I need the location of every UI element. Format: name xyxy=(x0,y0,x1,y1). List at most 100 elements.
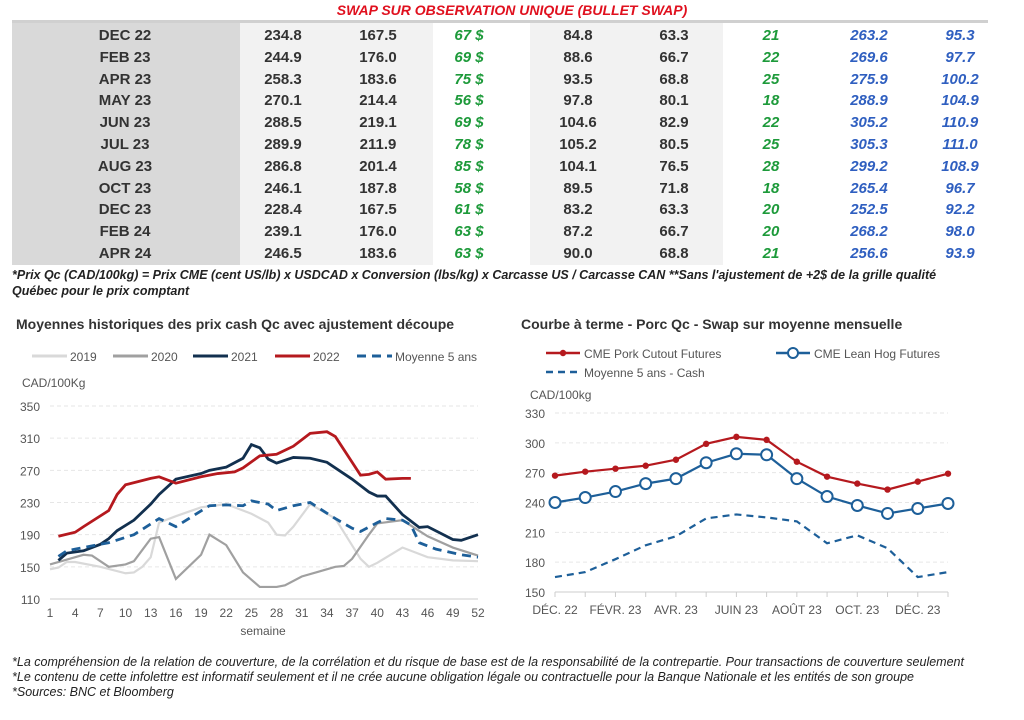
cell: 63 $ xyxy=(454,245,484,262)
data-point xyxy=(881,506,895,520)
y-axis-label: CAD/100kg xyxy=(530,388,591,402)
table-row: AUG 23 286.8 201.4 85 $ 104.1 76.5 28 299.2 108.… xyxy=(12,156,988,178)
data-point xyxy=(639,477,653,491)
x-tick-label: 13 xyxy=(144,606,158,620)
disclaimer-3: *Sources: BNC et Bloomberg xyxy=(12,685,174,699)
cell: 105.2 xyxy=(559,136,597,153)
chart-title-right: Courbe à terme - Porc Qc - Swap sur moye… xyxy=(521,316,903,332)
footnote: *Prix Qc (CAD/100kg) = Prix CME (cent US… xyxy=(12,268,937,298)
x-tick-label: 1 xyxy=(47,606,54,620)
cell: 28 xyxy=(762,157,780,175)
cell: 246.1 xyxy=(264,179,302,197)
x-tick-label: DÉC. 23 xyxy=(895,602,941,617)
data-point xyxy=(790,472,804,486)
row-label: AUG 23 xyxy=(97,157,153,175)
x-tick-label: 25 xyxy=(245,606,259,620)
cell: 269.6 xyxy=(850,48,888,66)
x-tick-label: AVR. 23 xyxy=(654,603,698,617)
cell: 167.5 xyxy=(359,27,397,44)
column-group-bg xyxy=(240,23,433,265)
cell: 82.9 xyxy=(659,114,689,132)
data-point xyxy=(944,470,952,477)
table-row: DEC 23 228.4 167.5 61 $ 83.2 63.3 20 252.5 92.2 xyxy=(12,199,988,221)
x-tick-label: AOÛT 23 xyxy=(772,602,822,617)
y-tick-label: 270 xyxy=(525,467,545,481)
x-tick-label: 37 xyxy=(345,606,359,620)
data-point xyxy=(672,456,680,463)
legend-label: CME Lean Hog Futures xyxy=(814,347,940,361)
cell: 68.8 xyxy=(659,70,689,88)
cell: 93.9 xyxy=(945,245,975,262)
row-label: JUN 23 xyxy=(99,114,151,132)
x-tick-label: 49 xyxy=(446,606,460,620)
cell: 21 xyxy=(762,245,780,262)
x-tick-label: 43 xyxy=(396,606,410,620)
cell: 289.9 xyxy=(264,136,302,153)
data-point xyxy=(760,448,774,462)
swap-table: DEC 22 234.8 167.5 67 $ 84.8 63.3 21 263.2 95.3 F… xyxy=(12,20,988,265)
cell: 110.9 xyxy=(941,114,979,132)
cell: 275.9 xyxy=(850,70,888,88)
table-row: JUN 23 288.5 219.1 69 $ 104.6 82.9 22 305.2 110.… xyxy=(12,112,988,134)
cell: 265.4 xyxy=(850,179,888,197)
cell: 211.9 xyxy=(359,136,397,153)
legend-label: 2021 xyxy=(231,350,258,364)
disclaimers: *La compréhension de la relation de couv… xyxy=(12,655,964,700)
y-tick-label: 270 xyxy=(20,464,40,478)
x-tick-label: 40 xyxy=(371,606,385,620)
data-point xyxy=(548,496,562,509)
cell: 286.8 xyxy=(264,157,302,175)
row-label: DEC 22 xyxy=(98,27,152,44)
cell: 66.7 xyxy=(659,223,689,241)
series-line-2019 xyxy=(49,502,479,575)
series-line xyxy=(554,435,949,491)
row-label: APR 24 xyxy=(98,245,152,262)
row-label: APR 23 xyxy=(98,70,152,88)
cell: 228.4 xyxy=(264,201,302,219)
cell: 93.5 xyxy=(563,70,593,88)
cell: 305.2 xyxy=(850,114,888,132)
cell: 25 xyxy=(762,70,780,88)
y-tick-label: 330 xyxy=(525,407,545,421)
cell: 305.3 xyxy=(850,136,888,153)
data-point xyxy=(763,436,770,444)
futures-chart: 150 180 210 240 270 300 330 DÉC. 22 FÉVR. 23 AVR.… xyxy=(525,347,955,617)
data-point xyxy=(582,468,589,475)
cell: 288.5 xyxy=(264,114,302,132)
row-label: FEB 24 xyxy=(99,223,151,241)
cell: 111.0 xyxy=(942,136,978,153)
table-title: SWAP SUR OBSERVATION UNIQUE (BULLET SWAP… xyxy=(336,2,688,18)
x-tick-label: DÉC. 22 xyxy=(532,602,578,617)
y-tick-label: 240 xyxy=(525,497,545,511)
cell: 21 xyxy=(762,27,780,44)
x-tick-label: 4 xyxy=(72,606,79,620)
legend-label: CME Pork Cutout Futures xyxy=(584,347,721,361)
cell: 83.2 xyxy=(563,201,593,219)
cell: 270.1 xyxy=(264,92,302,110)
cell: 69 $ xyxy=(454,114,484,132)
cell: 22 xyxy=(762,48,780,66)
cell: 104.1 xyxy=(559,157,597,175)
table-row: OCT 23 246.1 187.8 58 $ 89.5 71.8 18 265.4 96.7 xyxy=(12,178,988,200)
cell: 22 xyxy=(762,114,780,132)
cell: 87.2 xyxy=(563,223,593,241)
data-point xyxy=(793,458,801,465)
row-label: JUL 23 xyxy=(100,136,150,153)
data-point xyxy=(608,485,622,499)
x-tick-label: OCT. 23 xyxy=(835,603,879,617)
cell: 246.5 xyxy=(264,245,302,262)
cell: 18 xyxy=(762,92,780,110)
cell: 18 xyxy=(762,179,780,197)
cell: 214.4 xyxy=(359,92,397,110)
data-point xyxy=(612,465,619,472)
data-point xyxy=(941,496,955,510)
x-tick-label: 10 xyxy=(119,606,133,620)
cell: 252.5 xyxy=(850,201,888,219)
cell: 176.0 xyxy=(359,223,397,241)
cell: 85 $ xyxy=(454,157,484,175)
data-point xyxy=(884,486,891,493)
legend-marker xyxy=(787,347,799,359)
series-line-moyenne-5-ans xyxy=(57,499,479,559)
cell: 258.3 xyxy=(264,70,302,88)
cell: 219.1 xyxy=(359,114,397,132)
